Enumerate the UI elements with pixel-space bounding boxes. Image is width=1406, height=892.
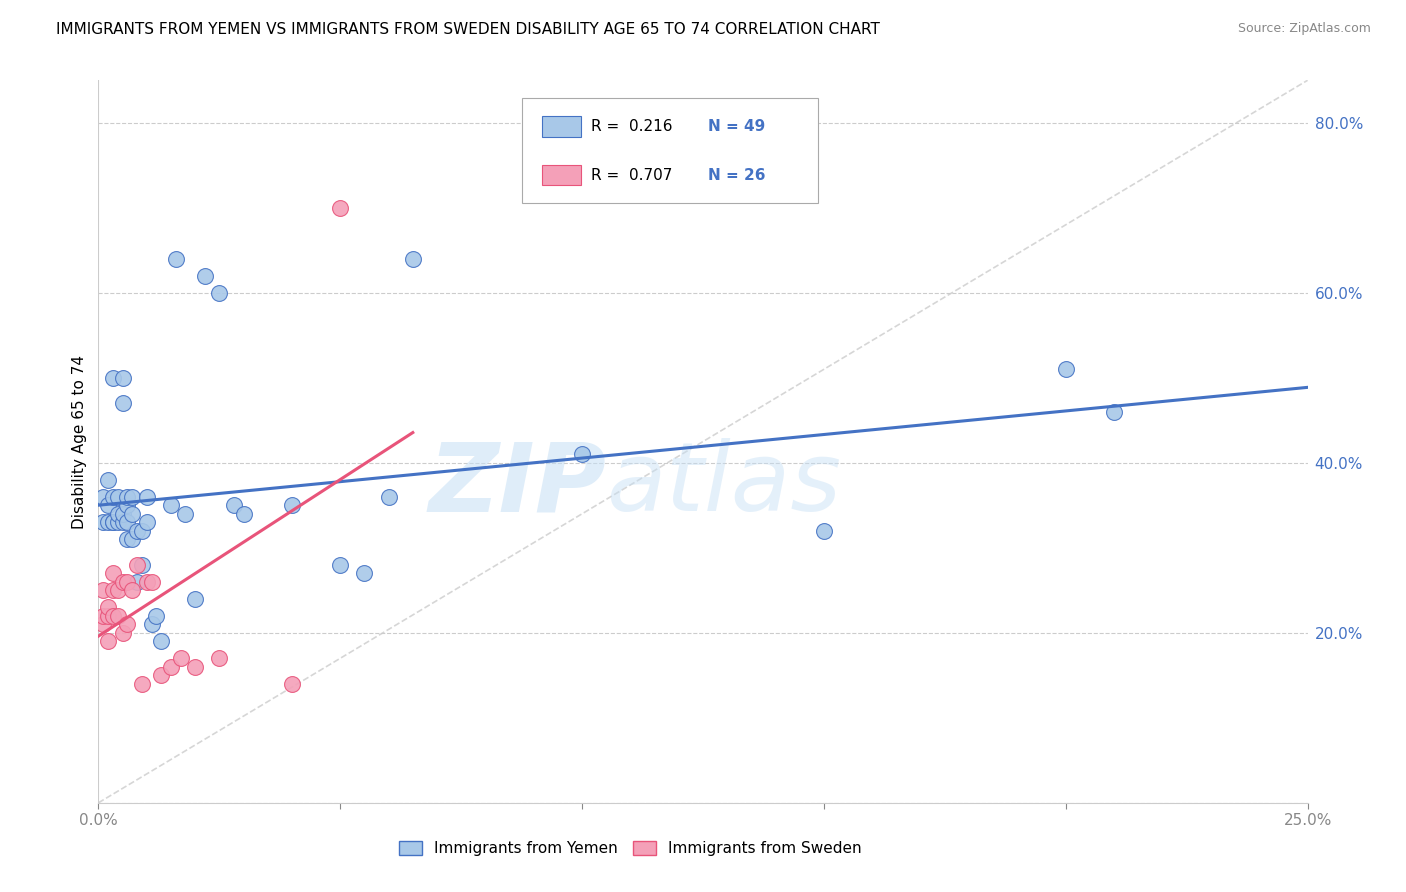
- Point: [121, 490, 143, 504]
- Point: [91, 490, 114, 504]
- Point: [91, 608, 114, 623]
- Point: [111, 396, 134, 410]
- Point: [329, 558, 352, 572]
- Point: [117, 574, 139, 589]
- Point: [107, 608, 129, 623]
- Y-axis label: Disability Age 65 to 74: Disability Age 65 to 74: [72, 354, 87, 529]
- Point: [97, 600, 120, 615]
- Point: [131, 524, 153, 538]
- Point: [222, 498, 245, 512]
- FancyBboxPatch shape: [543, 116, 581, 136]
- Point: [117, 516, 139, 530]
- Point: [169, 651, 191, 665]
- Point: [281, 677, 304, 691]
- Point: [117, 490, 139, 504]
- Point: [91, 583, 114, 598]
- Point: [101, 490, 124, 504]
- Point: [107, 507, 129, 521]
- Point: [208, 285, 231, 300]
- Point: [402, 252, 425, 266]
- Point: [281, 498, 304, 512]
- Point: [107, 516, 129, 530]
- Text: R =  0.707: R = 0.707: [591, 168, 672, 183]
- Point: [150, 668, 173, 682]
- Point: [813, 524, 835, 538]
- Point: [117, 533, 139, 547]
- Point: [107, 583, 129, 598]
- Point: [111, 625, 134, 640]
- Point: [117, 617, 139, 632]
- Point: [101, 583, 124, 598]
- Point: [131, 558, 153, 572]
- Text: N = 49: N = 49: [707, 119, 765, 134]
- Point: [141, 574, 163, 589]
- Text: R =  0.216: R = 0.216: [591, 119, 672, 134]
- Point: [97, 608, 120, 623]
- Point: [353, 566, 375, 581]
- Point: [127, 574, 149, 589]
- Text: Source: ZipAtlas.com: Source: ZipAtlas.com: [1237, 22, 1371, 36]
- Point: [131, 677, 153, 691]
- Point: [1054, 362, 1077, 376]
- Point: [111, 371, 134, 385]
- Point: [101, 371, 124, 385]
- Point: [111, 574, 134, 589]
- Point: [135, 490, 157, 504]
- Point: [160, 498, 183, 512]
- Point: [111, 516, 134, 530]
- Point: [101, 516, 124, 530]
- Point: [97, 634, 120, 648]
- Point: [194, 268, 217, 283]
- Point: [101, 566, 124, 581]
- Point: [141, 617, 163, 632]
- Point: [160, 660, 183, 674]
- Point: [91, 516, 114, 530]
- Point: [150, 634, 173, 648]
- Point: [184, 660, 207, 674]
- Point: [165, 252, 187, 266]
- Point: [107, 490, 129, 504]
- Point: [101, 608, 124, 623]
- Point: [91, 617, 114, 632]
- Point: [97, 473, 120, 487]
- Point: [145, 608, 167, 623]
- Point: [117, 498, 139, 512]
- Point: [232, 507, 254, 521]
- Point: [121, 533, 143, 547]
- Point: [135, 516, 157, 530]
- Point: [127, 558, 149, 572]
- Point: [121, 507, 143, 521]
- Point: [111, 507, 134, 521]
- FancyBboxPatch shape: [543, 165, 581, 186]
- Point: [329, 201, 352, 215]
- Point: [127, 524, 149, 538]
- Point: [121, 583, 143, 598]
- Point: [184, 591, 207, 606]
- Text: N = 26: N = 26: [707, 168, 765, 183]
- Legend: Immigrants from Yemen, Immigrants from Sweden: Immigrants from Yemen, Immigrants from S…: [391, 833, 869, 863]
- Point: [97, 498, 120, 512]
- FancyBboxPatch shape: [522, 98, 818, 203]
- Point: [571, 447, 593, 461]
- Point: [101, 516, 124, 530]
- Point: [377, 490, 399, 504]
- Text: ZIP: ZIP: [429, 438, 606, 532]
- Text: IMMIGRANTS FROM YEMEN VS IMMIGRANTS FROM SWEDEN DISABILITY AGE 65 TO 74 CORRELAT: IMMIGRANTS FROM YEMEN VS IMMIGRANTS FROM…: [56, 22, 880, 37]
- Point: [208, 651, 231, 665]
- Point: [174, 507, 197, 521]
- Text: atlas: atlas: [606, 438, 841, 532]
- Point: [1102, 405, 1125, 419]
- Point: [135, 574, 157, 589]
- Point: [97, 516, 120, 530]
